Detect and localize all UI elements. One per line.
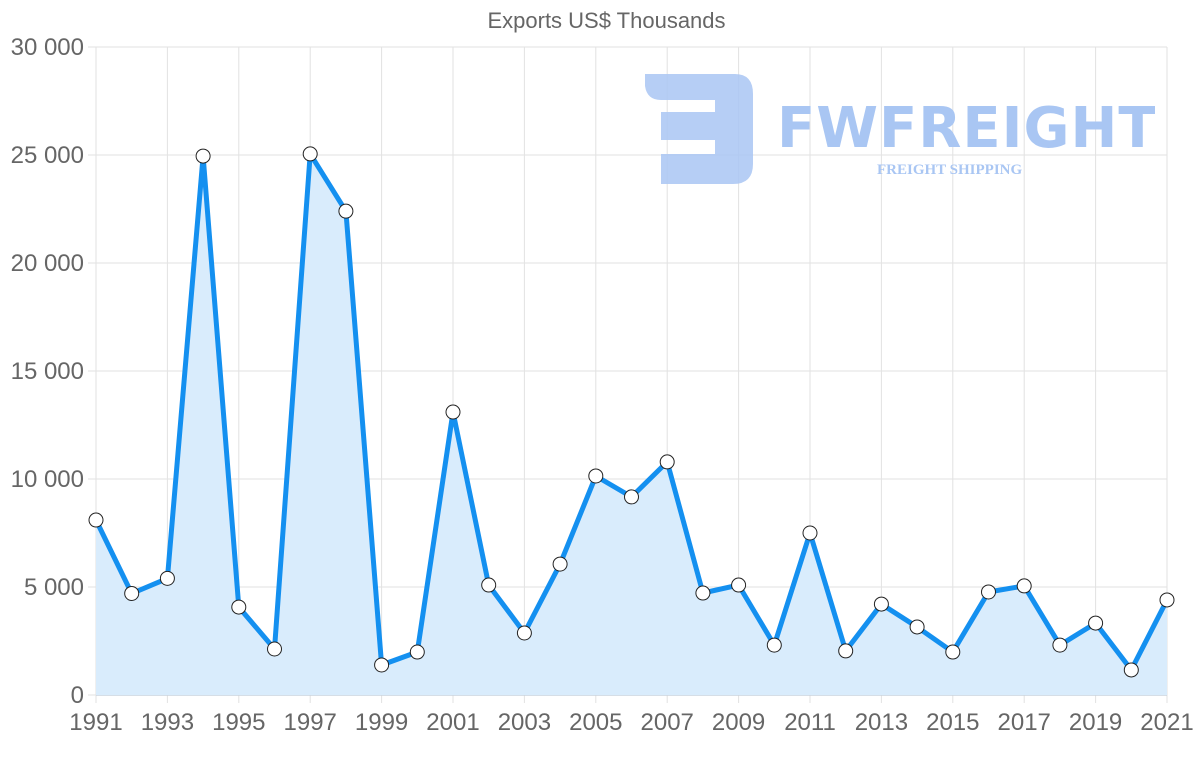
x-tick-label: 1997	[284, 709, 337, 736]
data-point-1991[interactable]	[88, 512, 104, 528]
x-tick-label: 1993	[141, 709, 194, 736]
x-axis: 1991 1993 1995 1997 1999 2001 2003 2005 2007 2009…	[69, 709, 1193, 736]
data-point-1996[interactable]	[267, 641, 282, 657]
x-tick-label: 2021	[1140, 709, 1193, 736]
x-tick-label: 2009	[712, 709, 765, 736]
x-tick-label: 2019	[1069, 709, 1122, 736]
x-tick-label: 2003	[498, 709, 551, 736]
x-tick-label: 2005	[569, 709, 622, 736]
data-point-1992[interactable]	[124, 585, 140, 601]
x-tick-label: 2013	[855, 709, 908, 736]
data-point-2007[interactable]	[659, 454, 675, 470]
data-point-1997[interactable]	[302, 146, 318, 162]
y-axis: 0 5 000 10 000 15 000 20 000 25 000 30 000	[11, 34, 84, 709]
data-point-2019[interactable]	[1088, 615, 1104, 631]
data-point-2017[interactable]	[1016, 578, 1032, 594]
data-point-1994[interactable]	[195, 148, 211, 164]
x-tick-label: 1991	[69, 709, 122, 736]
data-point-2002[interactable]	[481, 577, 497, 593]
data-point-2021[interactable]	[1159, 592, 1175, 608]
data-point-2010[interactable]	[766, 637, 782, 653]
chart-title: Exports US$ Thousands	[487, 8, 726, 33]
data-point-1993[interactable]	[159, 570, 175, 586]
y-tick-label: 15 000	[11, 358, 84, 385]
x-tick-label: 2007	[641, 709, 694, 736]
y-tick-label: 5 000	[24, 574, 84, 601]
data-point-2016[interactable]	[981, 584, 996, 600]
data-point-2013[interactable]	[873, 596, 889, 612]
data-point-1998[interactable]	[338, 203, 354, 219]
data-point-2009[interactable]	[731, 577, 747, 593]
data-point-2018[interactable]	[1052, 637, 1068, 653]
y-tick-label: 10 000	[11, 466, 84, 493]
data-point-2004[interactable]	[552, 556, 568, 572]
data-points	[88, 146, 1175, 678]
data-point-2005[interactable]	[588, 468, 604, 484]
data-point-2012[interactable]	[838, 643, 854, 659]
data-point-2015[interactable]	[945, 644, 961, 660]
y-tick-label: 0	[71, 682, 84, 709]
y-tick-label: 20 000	[11, 250, 84, 277]
data-point-2014[interactable]	[909, 619, 925, 635]
data-point-2006[interactable]	[624, 489, 639, 505]
y-tick-label: 25 000	[11, 142, 84, 169]
area-fill	[96, 153, 1167, 695]
data-point-1995[interactable]	[231, 599, 247, 615]
data-point-2011[interactable]	[802, 525, 818, 541]
x-tick-label: 2011	[784, 709, 836, 736]
data-point-2000[interactable]	[409, 644, 425, 660]
data-point-2003[interactable]	[516, 625, 532, 641]
x-tick-label: 2001	[426, 709, 479, 736]
data-point-2001[interactable]	[445, 404, 461, 420]
x-tick-label: 1995	[212, 709, 265, 736]
y-tick-label: 30 000	[11, 34, 84, 61]
x-tick-label: 2015	[926, 709, 979, 736]
data-point-2008[interactable]	[695, 585, 711, 601]
data-point-1999[interactable]	[374, 657, 390, 673]
data-point-2020[interactable]	[1123, 662, 1139, 678]
x-tick-label: 2017	[998, 709, 1051, 736]
x-tick-label: 1999	[355, 709, 408, 736]
